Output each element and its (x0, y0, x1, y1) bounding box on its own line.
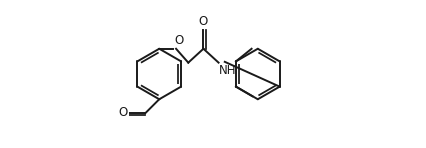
Text: O: O (174, 34, 183, 48)
Text: O: O (118, 106, 128, 119)
Text: NH: NH (219, 64, 236, 77)
Text: O: O (199, 15, 208, 28)
